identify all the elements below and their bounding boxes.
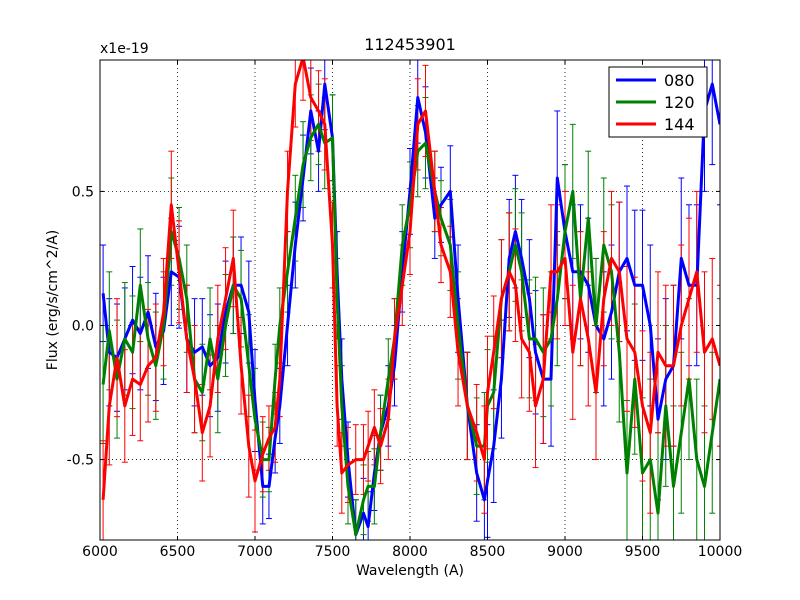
legend-label-080: 080: [664, 71, 695, 90]
x-tick-label: 8000: [392, 544, 428, 560]
legend: 080 120 144: [608, 66, 708, 138]
x-tick-label: 8500: [470, 544, 506, 560]
ticks: 6000 6500 7000 7500 8000 8500 9000 9500 10000 -0.…: [67, 60, 743, 560]
x-tick-label: 6500: [160, 544, 196, 560]
series-line-144: [101, 60, 720, 500]
chart-title: 112453901: [364, 35, 456, 54]
x-tick-label: 9500: [625, 544, 661, 560]
y-tick-label: 0.0: [72, 318, 94, 334]
y-tick-label: -0.5: [67, 453, 94, 469]
x-tick-label: 6000: [82, 544, 118, 560]
x-tick-label: 7500: [315, 544, 351, 560]
y-tick-label: 0.5: [72, 184, 94, 200]
x-axis-label: Wavelength (A): [356, 563, 464, 579]
x-tick-label: 10000: [698, 544, 743, 560]
x-tick-label: 7000: [237, 544, 273, 560]
series-line-120: [101, 122, 720, 537]
series-line-080: [101, 82, 720, 537]
legend-label-120: 120: [664, 93, 695, 112]
series-layer: [100, 60, 720, 540]
y-axis-label: Flux (erg/s/cm^2/A): [45, 230, 61, 370]
x-tick-label: 9000: [547, 544, 583, 560]
y-offset-label: x1e-19: [100, 41, 149, 57]
legend-label-144: 144: [664, 115, 695, 134]
